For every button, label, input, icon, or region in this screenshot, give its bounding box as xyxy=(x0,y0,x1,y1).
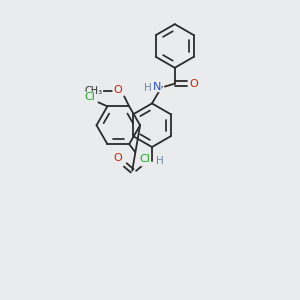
Text: N: N xyxy=(153,82,161,92)
Text: N: N xyxy=(142,156,150,166)
Text: H: H xyxy=(144,82,152,93)
Text: CH₃: CH₃ xyxy=(85,85,103,95)
Text: Cl: Cl xyxy=(140,154,151,164)
Text: O: O xyxy=(113,153,122,163)
Text: H: H xyxy=(156,156,164,166)
Text: Cl: Cl xyxy=(84,92,95,102)
Text: O: O xyxy=(113,85,122,94)
Text: O: O xyxy=(189,79,198,88)
